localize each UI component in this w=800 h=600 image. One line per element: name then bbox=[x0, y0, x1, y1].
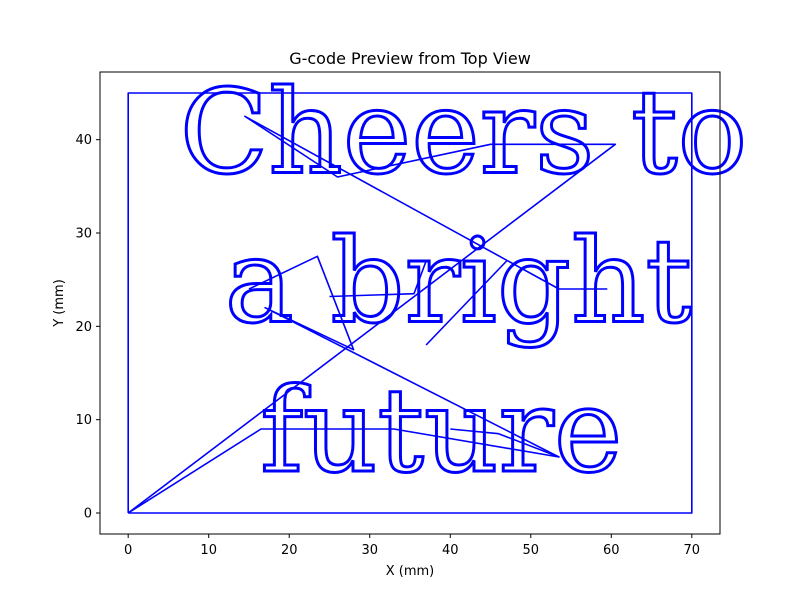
y-tick-label: 20 bbox=[75, 320, 92, 335]
y-tick-label: 10 bbox=[75, 413, 92, 428]
x-tick-label: 50 bbox=[523, 543, 540, 558]
x-axis: 0 10 20 30 40 50 60 70 bbox=[124, 534, 700, 558]
x-tick-label: 10 bbox=[200, 543, 217, 558]
x-tick-label: 60 bbox=[603, 543, 620, 558]
travel-path-1 bbox=[127, 115, 617, 514]
x-tick-label: 0 bbox=[124, 543, 132, 558]
y-tick-label: 30 bbox=[75, 227, 92, 242]
x-tick-label: 20 bbox=[281, 543, 298, 558]
y-axis-label: Y (mm) bbox=[52, 279, 67, 328]
x-tick-label: 70 bbox=[684, 543, 701, 558]
x-tick-label: 40 bbox=[442, 543, 459, 558]
x-tick-label: 30 bbox=[361, 543, 378, 558]
border-path bbox=[127, 92, 693, 514]
x-axis-label: X (mm) bbox=[386, 564, 435, 579]
plot-frame bbox=[99, 71, 721, 535]
plot-content: Cheers to a bright future bbox=[127, 65, 749, 514]
y-tick-label: 0 bbox=[84, 507, 92, 522]
text-path-2: future bbox=[260, 365, 622, 499]
travel-path-5 bbox=[450, 428, 560, 458]
travel-path-2 bbox=[127, 255, 560, 514]
y-tick-label: 40 bbox=[75, 133, 92, 148]
text-path-0: Cheers to bbox=[180, 66, 748, 200]
travel-path-4 bbox=[425, 260, 508, 346]
y-axis: 0 10 20 30 40 bbox=[75, 133, 100, 522]
chart-title: G-code Preview from Top View bbox=[289, 49, 531, 68]
travel-path-3 bbox=[329, 260, 427, 298]
text-path-1: a bright bbox=[225, 216, 692, 350]
